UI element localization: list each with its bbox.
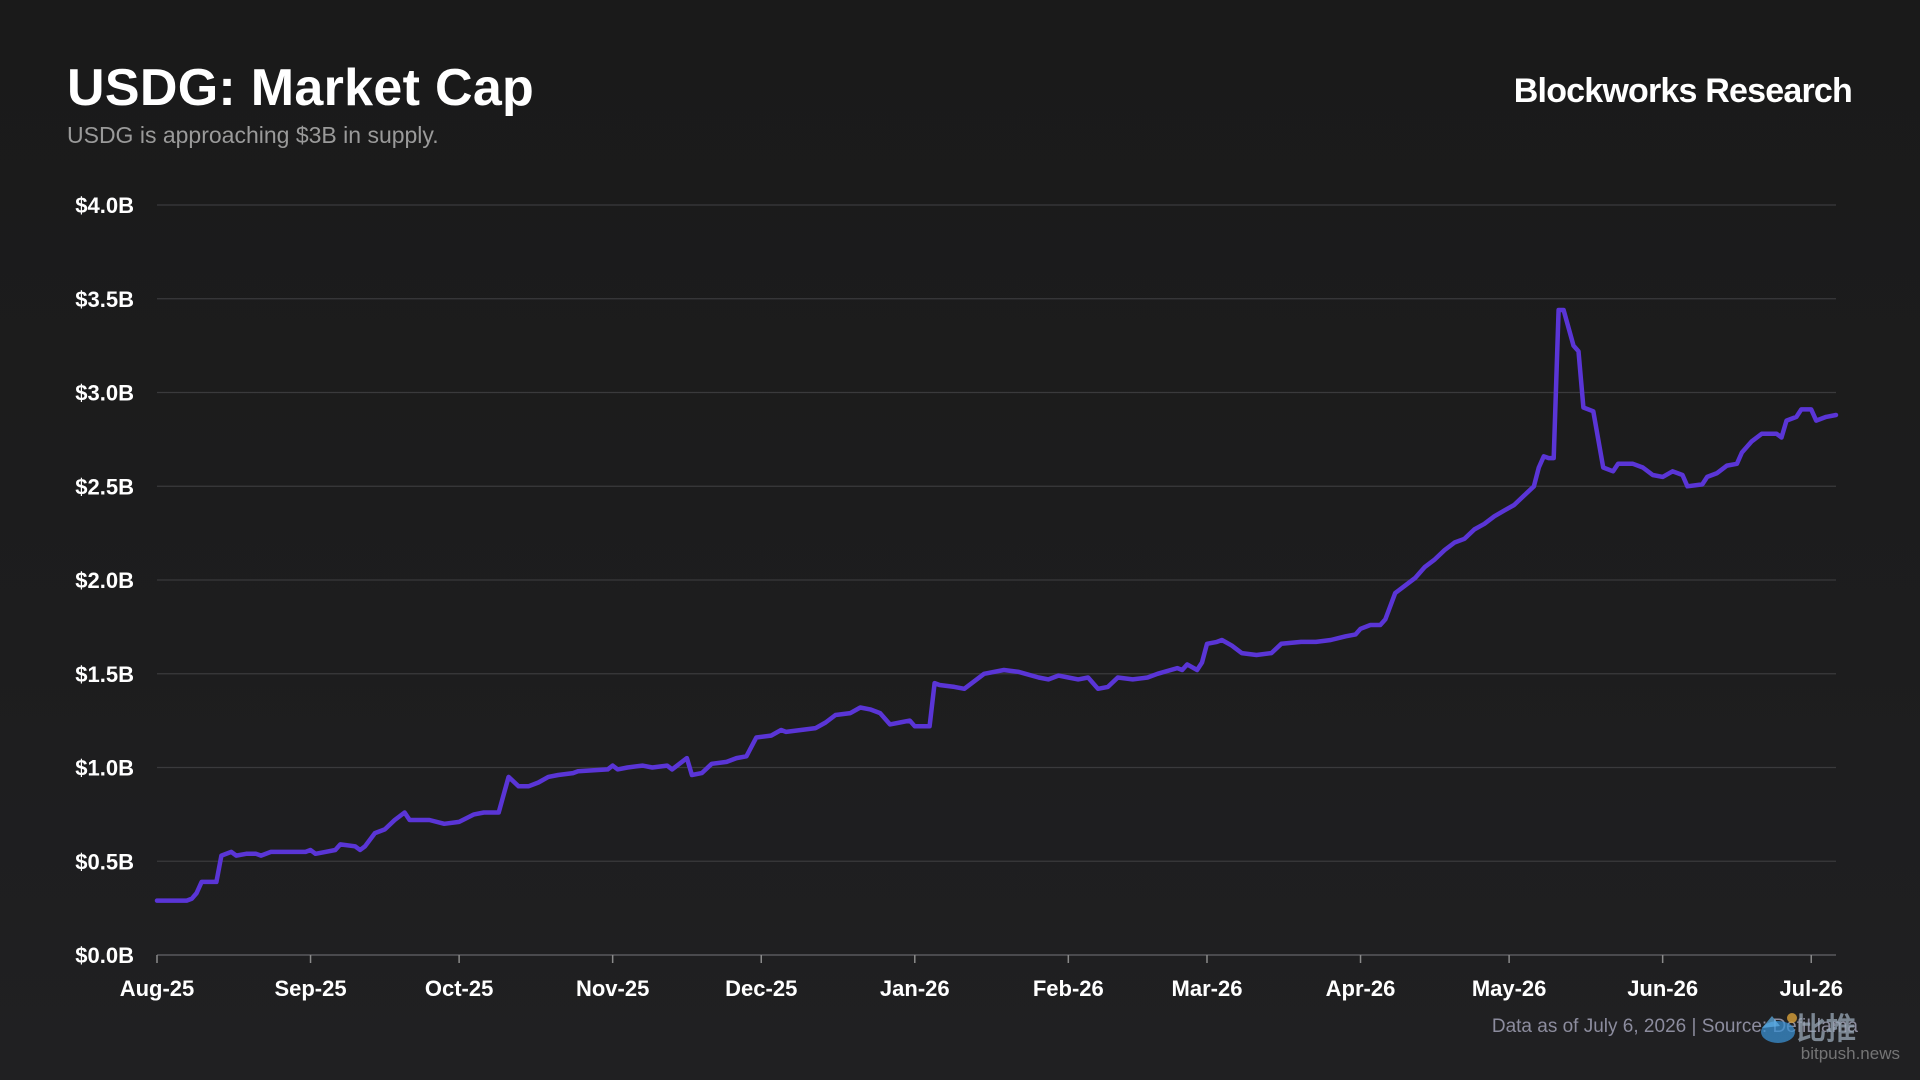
- y-tick-label: $2.0B: [75, 568, 134, 593]
- x-tick-label: Feb-26: [1033, 976, 1104, 1001]
- x-tick-label: Dec-25: [725, 976, 797, 1001]
- x-tick-label: Jun-26: [1627, 976, 1698, 1001]
- x-tick-label: Apr-26: [1326, 976, 1396, 1001]
- y-tick-label: $3.0B: [75, 381, 134, 406]
- y-tick-label: $1.0B: [75, 756, 134, 781]
- chart-title: USDG: Market Cap: [67, 59, 535, 117]
- x-tick-label: Jan-26: [880, 976, 950, 1001]
- y-tick-label: $2.5B: [75, 474, 134, 499]
- watermark-url: bitpush.news: [1800, 1044, 1900, 1063]
- chart-subtitle: USDG is approaching $3B in supply.: [67, 122, 439, 148]
- x-tick-label: Sep-25: [274, 976, 346, 1001]
- bird-logo-icon: [1761, 1013, 1797, 1043]
- x-tick-label: Aug-25: [120, 976, 195, 1001]
- brand-logo-text: Blockworks Research: [1513, 72, 1853, 110]
- x-axis: Aug-25 Sep-25 Oct-25 Nov-25 Dec-25 Jan-26 Feb-…: [120, 954, 1843, 1001]
- y-tick-label: $1.5B: [75, 662, 134, 687]
- y-tick-label: $0.5B: [75, 849, 134, 874]
- x-tick-label: May-26: [1472, 976, 1547, 1001]
- x-tick-label: Jul-26: [1779, 976, 1843, 1001]
- series-layer: [154, 307, 1839, 903]
- x-tick-label: Mar-26: [1172, 976, 1243, 1001]
- x-tick-label: Oct-25: [425, 976, 493, 1001]
- series-line-market-cap: [154, 307, 1839, 903]
- watermark-text: 比推: [1796, 1012, 1856, 1047]
- grid-lines: [157, 204, 1836, 956]
- y-tick-label: $4.0B: [75, 193, 134, 218]
- y-tick-label: $0.0B: [75, 943, 134, 968]
- y-tick-label: $3.5B: [75, 287, 134, 312]
- y-axis: $0.0B $0.5B $1.0B $1.5B $2.0B $2.5B $3.0B $3.5B…: [75, 193, 134, 968]
- x-tick-label: Nov-25: [576, 976, 649, 1001]
